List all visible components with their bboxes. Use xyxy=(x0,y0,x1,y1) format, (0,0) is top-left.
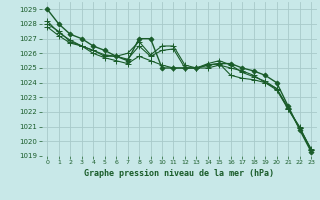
X-axis label: Graphe pression niveau de la mer (hPa): Graphe pression niveau de la mer (hPa) xyxy=(84,169,274,178)
